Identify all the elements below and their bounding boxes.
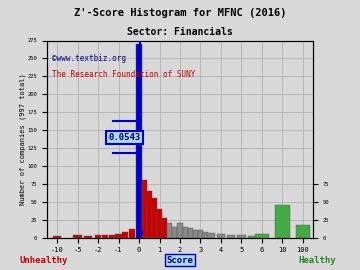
Text: Z'-Score Histogram for MFNC (2016): Z'-Score Histogram for MFNC (2016) <box>74 8 286 18</box>
Text: The Research Foundation of SUNY: The Research Foundation of SUNY <box>52 70 195 79</box>
Bar <box>275 205 290 238</box>
Bar <box>122 232 129 238</box>
Bar <box>177 223 183 238</box>
Y-axis label: Number of companies (997 total): Number of companies (997 total) <box>19 73 26 205</box>
Bar <box>84 236 92 238</box>
Bar <box>147 191 152 238</box>
Bar <box>102 235 108 238</box>
Bar <box>248 236 256 238</box>
Bar <box>162 218 167 238</box>
Bar <box>237 235 246 238</box>
Bar <box>198 230 203 238</box>
Text: Healthy: Healthy <box>298 256 336 265</box>
Bar <box>141 180 147 238</box>
Text: Unhealthy: Unhealthy <box>19 256 67 265</box>
Text: Score: Score <box>167 256 193 265</box>
Bar <box>217 234 225 238</box>
Text: 0.0543: 0.0543 <box>109 133 141 142</box>
Bar <box>109 235 115 238</box>
Bar <box>73 235 82 238</box>
Bar <box>172 227 177 238</box>
Bar <box>203 232 208 238</box>
Bar <box>296 225 310 238</box>
Text: Sector: Financials: Sector: Financials <box>127 27 233 37</box>
Bar <box>53 236 61 238</box>
Bar <box>152 198 157 238</box>
Bar <box>188 228 193 238</box>
Bar <box>227 235 235 238</box>
Bar <box>136 44 141 238</box>
Bar <box>95 235 101 238</box>
Bar <box>255 234 269 238</box>
Bar <box>167 223 172 238</box>
Bar <box>183 227 188 238</box>
Text: ©www.textbiz.org: ©www.textbiz.org <box>52 54 126 63</box>
Bar <box>116 234 122 238</box>
Bar <box>193 230 198 238</box>
Bar <box>129 229 135 238</box>
Bar <box>207 233 215 238</box>
Bar <box>157 209 162 238</box>
